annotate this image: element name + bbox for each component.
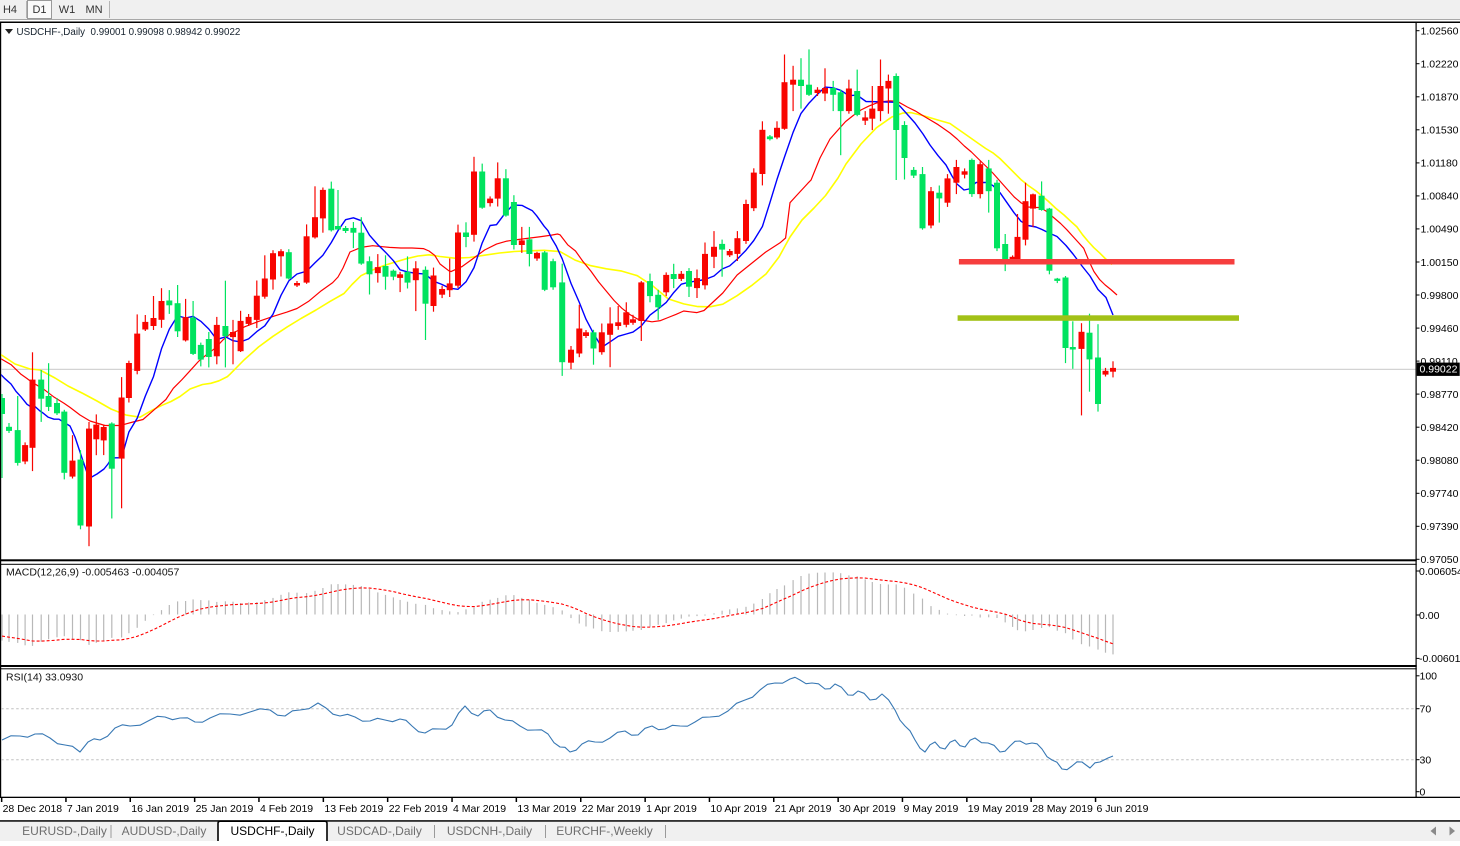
svg-text:1.01180: 1.01180 [1421, 158, 1458, 170]
svg-text:22 Mar 2019: 22 Mar 2019 [582, 803, 641, 815]
svg-text:9 May 2019: 9 May 2019 [904, 803, 959, 815]
svg-text:28 May 2019: 28 May 2019 [1032, 803, 1093, 815]
svg-text:AUDUSD-,Daily: AUDUSD-,Daily [122, 824, 207, 838]
svg-text:H4: H4 [3, 4, 17, 16]
svg-text:0.97050: 0.97050 [1421, 554, 1459, 566]
svg-text:1.02560: 1.02560 [1421, 26, 1459, 38]
svg-text:0.006054: 0.006054 [1419, 566, 1460, 578]
svg-text:1.02220: 1.02220 [1421, 59, 1459, 71]
svg-text:4 Mar 2019: 4 Mar 2019 [453, 803, 506, 815]
svg-text:MN: MN [85, 4, 102, 16]
svg-text:19 May 2019: 19 May 2019 [968, 803, 1029, 815]
svg-text:1.01530: 1.01530 [1421, 125, 1459, 137]
svg-text:7 Jan 2019: 7 Jan 2019 [67, 803, 119, 815]
svg-text:0.99022: 0.99022 [1420, 364, 1458, 376]
svg-text:1.01870: 1.01870 [1421, 92, 1459, 104]
svg-text:EURCHF-,Weekly: EURCHF-,Weekly [556, 824, 652, 838]
svg-text:10 Apr 2019: 10 Apr 2019 [710, 803, 767, 815]
svg-text:16 Jan 2019: 16 Jan 2019 [131, 803, 189, 815]
svg-text:0: 0 [1420, 787, 1426, 799]
svg-text:USDCAD-,Daily: USDCAD-,Daily [337, 824, 422, 838]
svg-text:D1: D1 [32, 4, 46, 16]
svg-text:30 Apr 2019: 30 Apr 2019 [839, 803, 896, 815]
svg-text:RSI(14) 33.0930: RSI(14) 33.0930 [6, 672, 83, 684]
svg-text:100: 100 [1420, 671, 1438, 683]
svg-text:30: 30 [1420, 755, 1432, 767]
svg-text:MACD(12,26,9) -0.005463 -0.004: MACD(12,26,9) -0.005463 -0.004057 [6, 567, 180, 579]
svg-text:0.97740: 0.97740 [1421, 488, 1459, 500]
svg-text:4 Feb 2019: 4 Feb 2019 [260, 803, 313, 815]
svg-text:70: 70 [1420, 704, 1432, 716]
svg-text:0.99800: 0.99800 [1421, 290, 1459, 302]
svg-text:21 Apr 2019: 21 Apr 2019 [775, 803, 832, 815]
svg-text:1 Apr 2019: 1 Apr 2019 [646, 803, 697, 815]
svg-text:EURUSD-,Daily: EURUSD-,Daily [22, 824, 107, 838]
svg-text:13 Mar 2019: 13 Mar 2019 [517, 803, 576, 815]
svg-text:6 Jun 2019: 6 Jun 2019 [1097, 803, 1149, 815]
svg-text:0.99460: 0.99460 [1421, 323, 1459, 335]
svg-text:13 Feb 2019: 13 Feb 2019 [324, 803, 383, 815]
svg-text:25 Jan 2019: 25 Jan 2019 [196, 803, 254, 815]
svg-text:0.98080: 0.98080 [1421, 455, 1459, 467]
svg-text:1.00490: 1.00490 [1421, 224, 1459, 236]
svg-text:0.98420: 0.98420 [1421, 422, 1459, 434]
svg-text:USDCNH-,Daily: USDCNH-,Daily [447, 824, 532, 838]
svg-text:1.00150: 1.00150 [1421, 257, 1459, 269]
svg-text:USDCHF-,Daily: USDCHF-,Daily [231, 824, 315, 838]
svg-text:USDCHF-,Daily 0.99001 0.99098: USDCHF-,Daily 0.99001 0.99098 0.98942 0.… [17, 27, 241, 38]
svg-text:0.00: 0.00 [1419, 610, 1440, 622]
svg-text:1.00840: 1.00840 [1421, 191, 1459, 203]
svg-text:W1: W1 [59, 4, 76, 16]
svg-text:28 Dec 2018: 28 Dec 2018 [3, 803, 63, 815]
svg-text:22 Feb 2019: 22 Feb 2019 [389, 803, 448, 815]
svg-text:0.98770: 0.98770 [1421, 389, 1459, 401]
svg-text:0.97390: 0.97390 [1421, 521, 1459, 533]
